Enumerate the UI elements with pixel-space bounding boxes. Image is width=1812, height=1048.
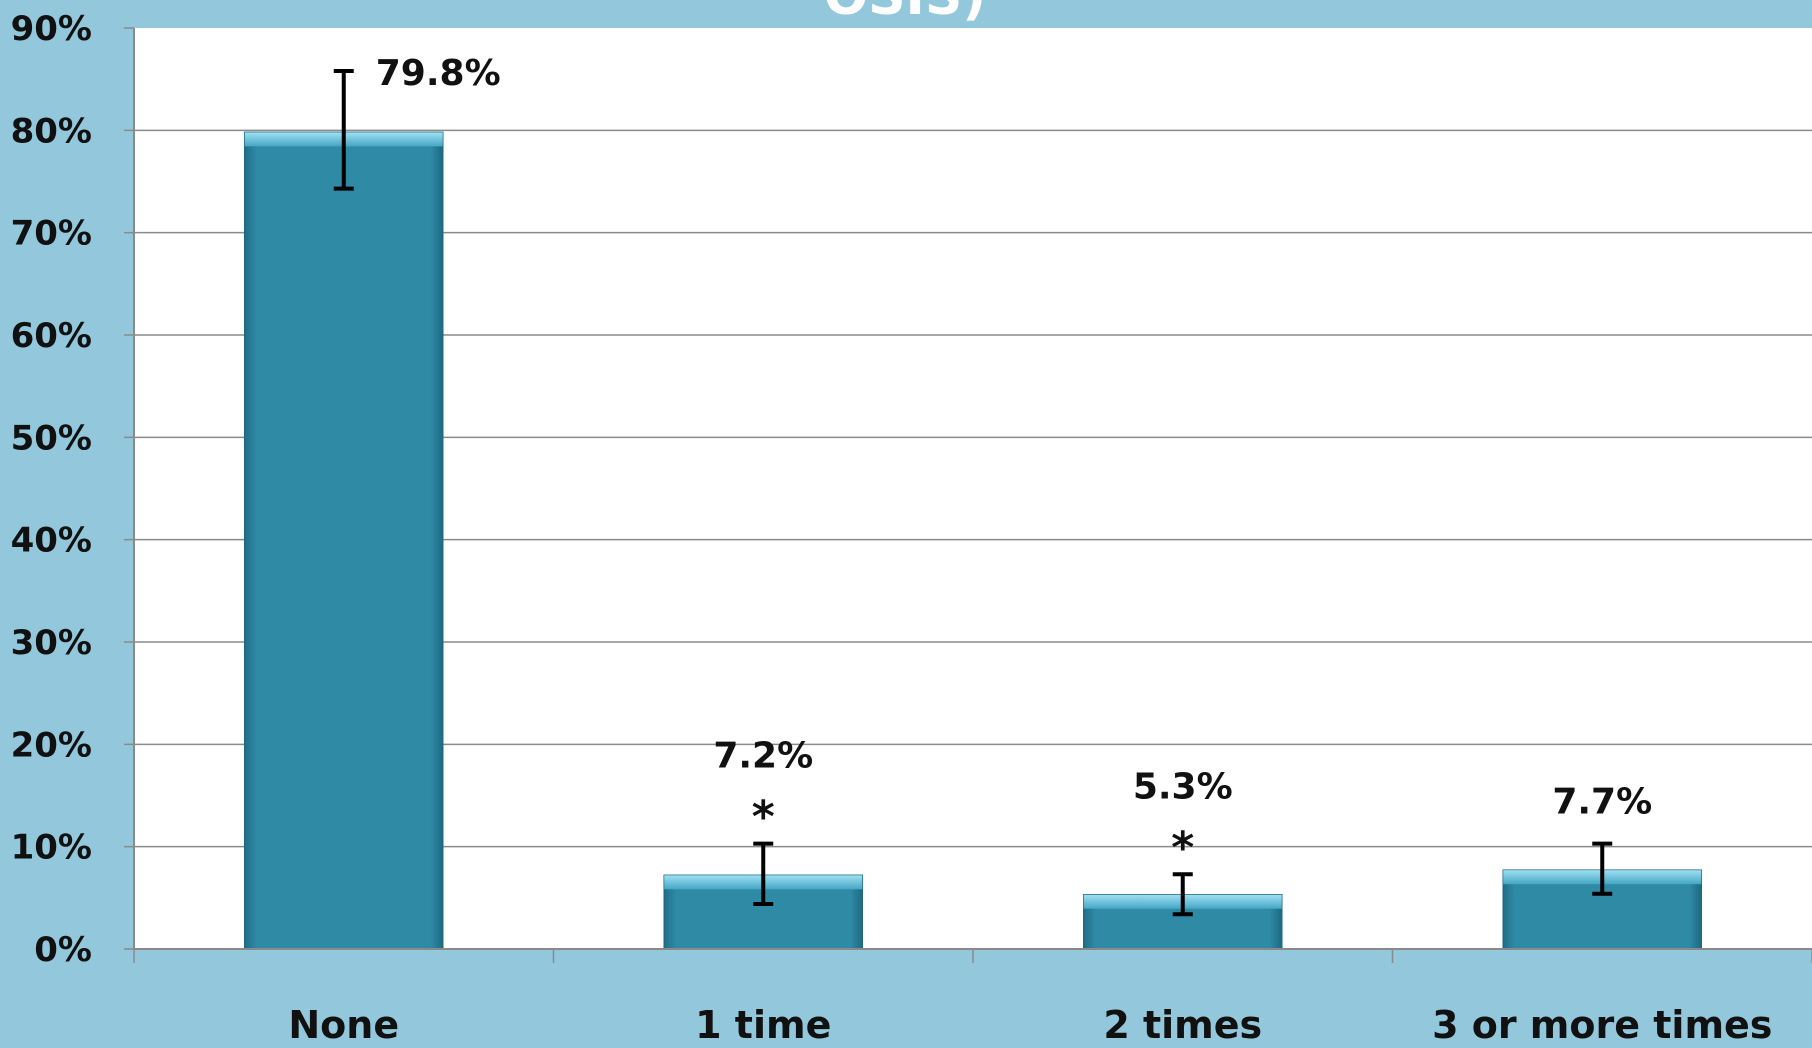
category-label: None bbox=[288, 1003, 399, 1044]
y-tick-label: 80% bbox=[11, 111, 92, 151]
bars bbox=[244, 68, 1702, 950]
significance-marker: * bbox=[752, 792, 775, 843]
y-tick-label: 60% bbox=[11, 316, 92, 356]
y-tick-label: 30% bbox=[11, 623, 92, 663]
data-label: 79.8% bbox=[376, 53, 501, 94]
chart-title-fragment: OSIS) bbox=[824, 0, 986, 27]
data-label: 7.2% bbox=[713, 736, 813, 777]
significance-marker: * bbox=[1171, 822, 1194, 873]
y-tick-label: 50% bbox=[11, 418, 92, 458]
y-tick-label: 20% bbox=[11, 725, 92, 765]
category-label: 1 time bbox=[695, 1003, 831, 1044]
data-label: 5.3% bbox=[1133, 766, 1233, 807]
category-label: 3 or more times bbox=[1432, 1003, 1772, 1044]
bar bbox=[244, 131, 444, 950]
y-tick-label: 40% bbox=[11, 521, 92, 561]
category-label: 2 times bbox=[1103, 1003, 1262, 1044]
data-labels: 79.8% * 7.2% * 5.3% 7.7% bbox=[376, 53, 1652, 873]
y-tick-label: 70% bbox=[11, 214, 92, 254]
y-axis-ticks: 0% 10% 20% 30% 40% 50% 60% 70% 80% 90% bbox=[11, 9, 134, 970]
data-label: 7.7% bbox=[1552, 782, 1652, 823]
y-tick-label: 10% bbox=[11, 828, 92, 868]
y-tick-label: 90% bbox=[11, 9, 92, 49]
y-tick-label: 0% bbox=[34, 930, 92, 970]
x-axis: None 1 time 2 times 3 or more times bbox=[133, 28, 1812, 1047]
